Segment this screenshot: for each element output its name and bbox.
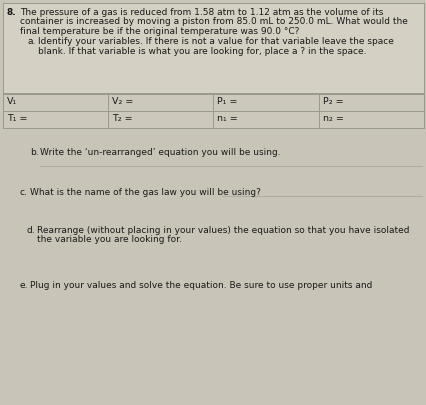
Text: Plug in your values and solve the equation. Be sure to use proper units and: Plug in your values and solve the equati… (30, 281, 371, 290)
Text: V₂ =: V₂ = (112, 97, 133, 106)
Text: V₁: V₁ (7, 97, 17, 106)
Text: e.: e. (20, 281, 29, 290)
Text: Write the ‘un-rearranged’ equation you will be using.: Write the ‘un-rearranged’ equation you w… (40, 148, 280, 157)
Text: blank. If that variable is what you are looking for, place a ? in the space.: blank. If that variable is what you are … (38, 47, 366, 56)
Text: P₂ =: P₂ = (322, 97, 343, 106)
Text: d.: d. (27, 226, 35, 235)
Text: T₁ =: T₁ = (7, 114, 27, 123)
Bar (3, 3, 423, 93)
Text: The pressure of a gas is reduced from 1.58 atm to 1.12 atm as the volume of its: The pressure of a gas is reduced from 1.… (20, 8, 383, 17)
Text: final temperature be if the original temperature was 90.0 °C?: final temperature be if the original tem… (20, 27, 299, 36)
Text: c.: c. (20, 188, 28, 197)
Text: container is increased by moving a piston from 85.0 mL to 250.0 mL. What would t: container is increased by moving a pisto… (20, 17, 407, 26)
Text: What is the name of the gas law you will be using?: What is the name of the gas law you will… (30, 188, 260, 197)
Text: the variable you are looking for.: the variable you are looking for. (37, 235, 181, 245)
Text: a.: a. (28, 38, 36, 47)
Text: Identify your variables. If there is not a value for that variable leave the spa: Identify your variables. If there is not… (38, 38, 393, 47)
Text: b.: b. (30, 148, 38, 157)
Text: P₁ =: P₁ = (217, 97, 237, 106)
Text: T₂ =: T₂ = (112, 114, 132, 123)
Text: n₂ =: n₂ = (322, 114, 343, 123)
Bar (3, 94, 423, 128)
Text: n₁ =: n₁ = (217, 114, 238, 123)
Text: 8.: 8. (7, 8, 17, 17)
Text: Rearrange (without placing in your values) the equation so that you have isolate: Rearrange (without placing in your value… (37, 226, 409, 235)
